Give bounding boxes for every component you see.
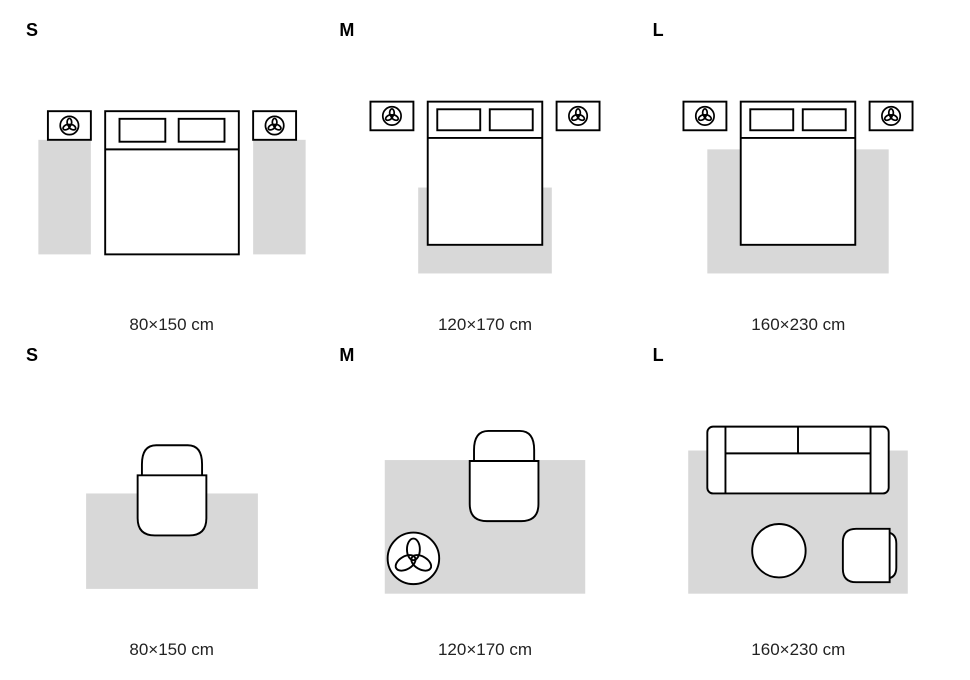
size-option-s-3: S 80×150 cm (20, 345, 323, 660)
dimensions-caption: 160×230 cm (647, 315, 950, 335)
size-label: M (339, 345, 636, 366)
layout-diagram (20, 47, 323, 309)
dimensions-caption: 80×150 cm (20, 640, 323, 660)
size-option-l-5: L 160×230 cm (647, 345, 950, 660)
size-option-m-4: M 120×170 cm (333, 345, 636, 660)
dimensions-caption: 120×170 cm (333, 315, 636, 335)
size-option-s-0: S 80×150 cm (20, 20, 323, 335)
dimensions-caption: 120×170 cm (333, 640, 636, 660)
size-label: S (26, 20, 323, 41)
rug-size-guide-grid: S 80×150 cm M 120×170 cm L 160×230 cm S … (20, 20, 950, 660)
size-label: L (653, 20, 950, 41)
dimensions-caption: 160×230 cm (647, 640, 950, 660)
layout-diagram (333, 47, 636, 309)
layout-diagram (647, 47, 950, 309)
dimensions-caption: 80×150 cm (20, 315, 323, 335)
size-label: S (26, 345, 323, 366)
size-label: M (339, 20, 636, 41)
layout-diagram (333, 372, 636, 634)
size-option-l-2: L 160×230 cm (647, 20, 950, 335)
size-label: L (653, 345, 950, 366)
size-option-m-1: M 120×170 cm (333, 20, 636, 335)
layout-diagram (647, 372, 950, 634)
layout-diagram (20, 372, 323, 634)
